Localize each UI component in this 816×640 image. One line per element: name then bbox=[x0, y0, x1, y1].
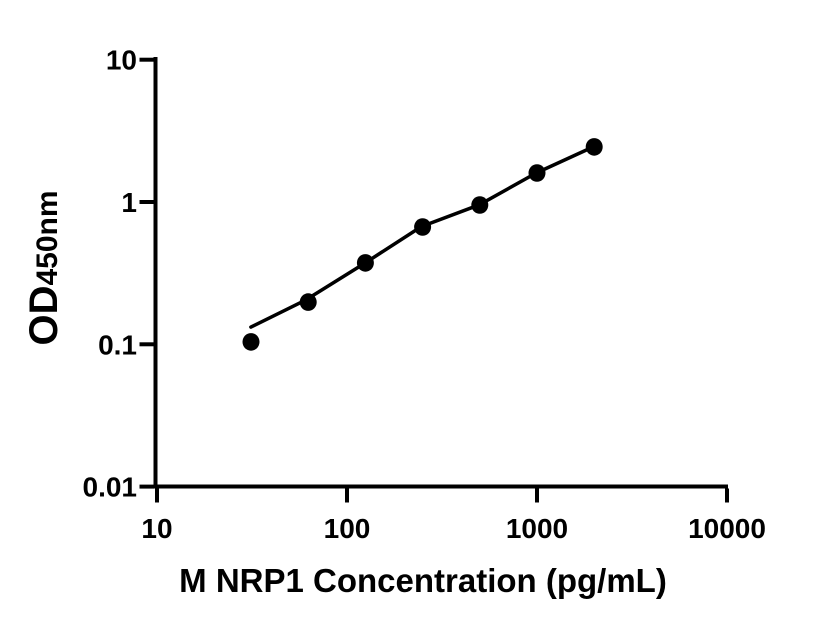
x-tick-label: 10 bbox=[141, 513, 172, 544]
x-axis-title: M NRP1 Concentration (pg/mL) bbox=[179, 562, 667, 599]
data-point-marker bbox=[585, 138, 603, 156]
y-axis-title-subscript: 450nm bbox=[31, 190, 64, 285]
data-points bbox=[242, 138, 603, 351]
y-axis-title-main: OD bbox=[22, 286, 66, 346]
y-axis-title: OD450nm bbox=[22, 190, 66, 345]
data-point-marker bbox=[356, 254, 374, 272]
x-tick-label: 1000 bbox=[506, 513, 568, 544]
data-point-marker bbox=[414, 218, 432, 236]
x-tick-label: 10000 bbox=[688, 513, 766, 544]
data-point-marker bbox=[242, 333, 260, 351]
x-tick-label: 100 bbox=[324, 513, 371, 544]
y-tick-label: 1 bbox=[121, 187, 137, 218]
data-point-marker bbox=[471, 196, 489, 214]
y-tick-label: 0.01 bbox=[83, 472, 138, 503]
y-tick-label: 0.1 bbox=[98, 329, 137, 360]
data-point-marker bbox=[299, 293, 317, 311]
data-point-marker bbox=[528, 164, 546, 182]
y-tick-label: 10 bbox=[106, 45, 137, 76]
